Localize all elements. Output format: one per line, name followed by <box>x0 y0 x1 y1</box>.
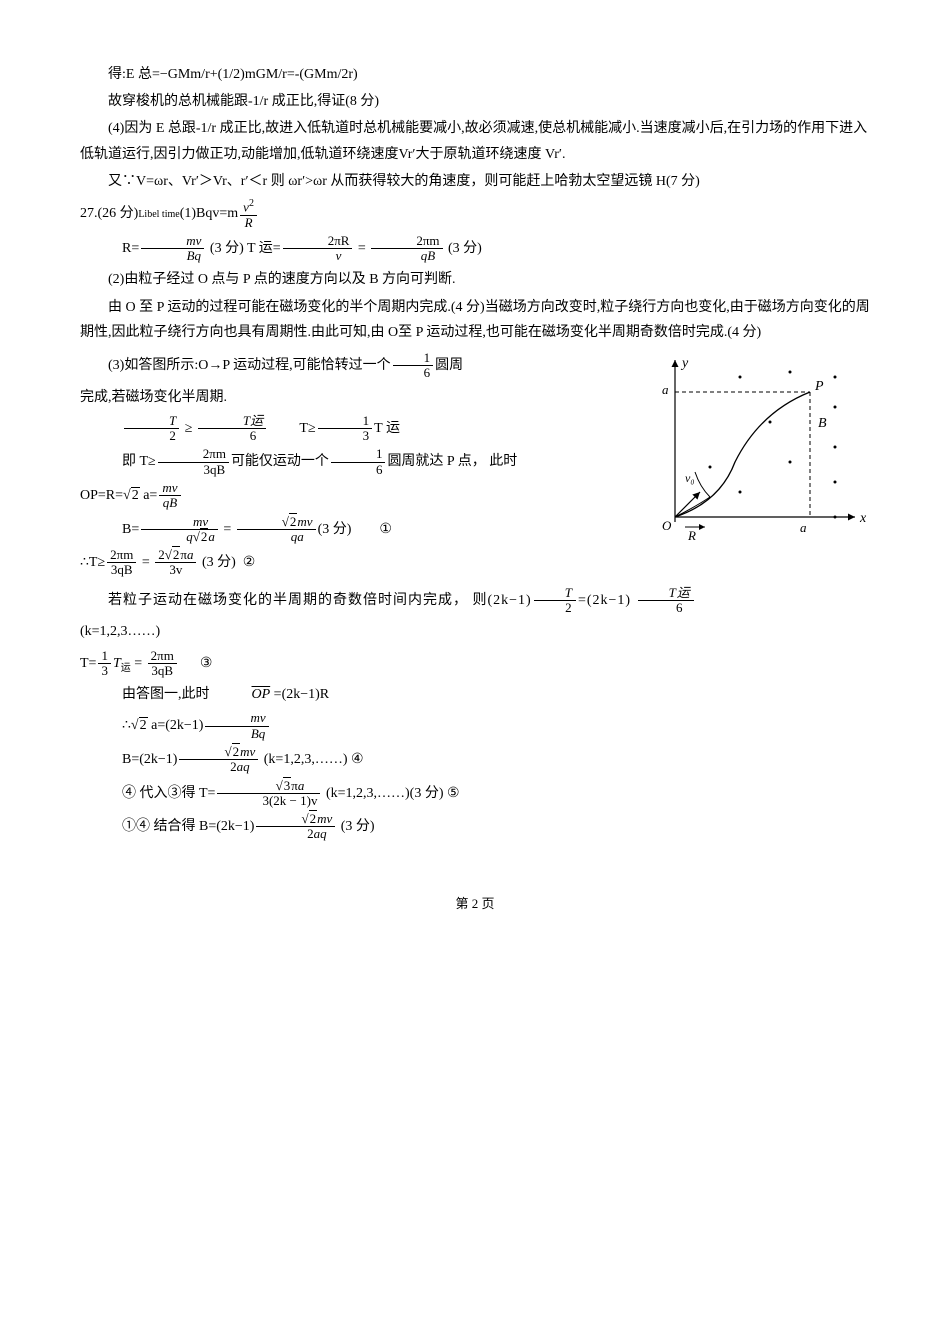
line-omega: 又∵V=ωr、Vr′＞Vr、r′＜r 则 ωr′>ωr 从而获得较大的角速度，则… <box>80 169 870 194</box>
q27-line1: 27.(26 分)Libel time(1)Bqv=mv2R <box>80 198 870 230</box>
q27-3-line1: (3)如答图所示:O→P 运动过程,可能恰转过一个16圆周 <box>80 351 630 381</box>
q27-2-line1: (2)由粒子经过 O 点与 P 点的速度方向以及 B 方向可判断. <box>80 267 870 292</box>
odd-multiple-line: 若粒子运动在磁场变化的半周期的奇数倍时间内完成， 则(2k−1)T2=(2k−1… <box>80 586 870 616</box>
svg-text:x: x <box>859 511 867 526</box>
sqrt2a-line: ∴2 a=(2k−1)mvBq <box>80 711 870 741</box>
B-line: B=mvq√2a = √2mvqa(3 分) ① <box>80 515 630 545</box>
line-proof: 故穿梭机的总机械能跟-1/r 成正比,得证(8 分) <box>80 89 870 114</box>
ineq-line: T2 ≥ T运6 T≥13T 运 <box>80 414 630 444</box>
q27-2-line2: 由 O 至 P 运动的过程可能在磁场变化的半个周期内完成.(4 分)当磁场方向改… <box>80 295 870 345</box>
svg-text:R: R <box>687 528 696 543</box>
svg-text:a: a <box>662 382 669 397</box>
line-e-total: 得:E 总=−GMm/r+(1/2)mGM/r=-(GMm/2r) <box>80 62 870 87</box>
figure-diagram: y x a P B O R a v₀ <box>640 347 870 562</box>
k-range-line: (k=1,2,3……) <box>80 619 870 644</box>
sub-4-3-line: ④ 代入③得 T=√3πa3(2k − 1)v (k=1,2,3,……)(3 分… <box>80 779 870 809</box>
B2-line: B=(2k−1)√2mv2aq (k=1,2,3,……) ④ <box>80 745 870 775</box>
svg-text:y: y <box>680 356 689 371</box>
svg-text:P: P <box>814 379 824 394</box>
op-line: OP=R=2 a=mvqB <box>80 481 630 511</box>
svg-text:O: O <box>662 518 672 533</box>
ji-line: 即 T≥2πm3qB可能仅运动一个16圆周就达 P 点， 此时 <box>80 447 630 477</box>
svg-text:a: a <box>800 520 807 535</box>
line-q4: (4)因为 E 总跟-1/r 成正比,故进入低轨道时总机械能要减小,故必须减速,… <box>80 116 870 166</box>
combine-1-4-line: ①④ 结合得 B=(2k−1)√2mv2aq (3 分) <box>80 812 870 842</box>
svg-text:v₀: v₀ <box>685 471 695 485</box>
therefore-T-line: ∴T≥2πm3qB = 2√2πa3v (3 分) ② <box>80 548 630 578</box>
answer-fig-line: 由答图一,此时OP =(2k−1)R <box>80 682 870 707</box>
q27-3-line1b: 完成,若磁场变化半周期. <box>80 385 630 410</box>
T-eq-line: T=13T运 = 2πm3qB ③ <box>80 649 870 679</box>
q27-line-R: R=mvBq (3 分) T 运=2πRv = 2πmqB (3 分) <box>80 234 870 264</box>
page-footer: 第 2 页 <box>80 892 870 915</box>
svg-text:B: B <box>818 416 827 431</box>
